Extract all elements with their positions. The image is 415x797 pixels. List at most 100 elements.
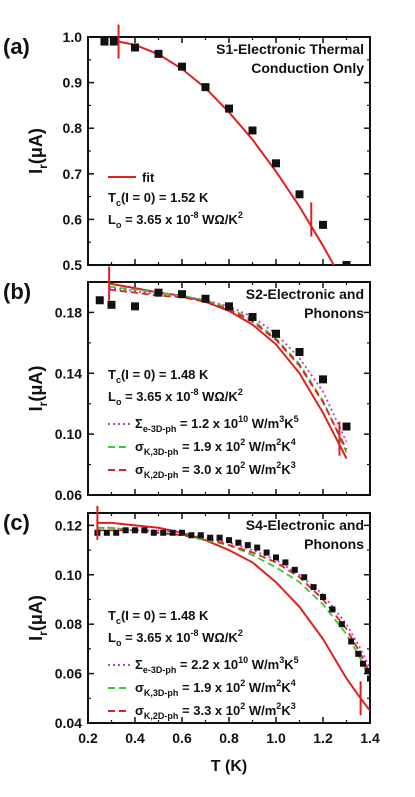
y-tick-label: 0.8 xyxy=(63,120,83,136)
anno-main: L xyxy=(108,212,116,227)
data-point xyxy=(95,296,104,305)
legend-sub: K,2D-ph xyxy=(144,711,179,721)
x-tick-label: 1.4 xyxy=(360,730,380,746)
y-tick-label: 0.12 xyxy=(55,517,82,533)
legend-sub: K,3D-ph xyxy=(144,447,179,457)
legend-sup3: 5 xyxy=(294,414,299,424)
legend-label: σK,2D-ph = 3.3 x 102 W/m2K3 xyxy=(135,701,296,721)
annotation-tc: Tc(I = 0) = 1.52 K xyxy=(108,190,209,208)
legend-sup3: 3 xyxy=(291,460,296,470)
data-point xyxy=(169,529,176,536)
data-point xyxy=(178,290,186,299)
data-point xyxy=(364,668,370,675)
panel-label: (c) xyxy=(3,510,30,535)
legend-sup3: 3 xyxy=(291,701,296,711)
data-point xyxy=(225,302,233,311)
legend-symbol: σ xyxy=(135,462,144,477)
y-tick-label: 0.9 xyxy=(63,75,83,91)
legend-tail: K xyxy=(281,439,291,454)
legend-symbol: σ xyxy=(135,703,144,718)
y-axis-label-unit: (μA) xyxy=(26,128,46,164)
y-tick-label: 0.5 xyxy=(63,257,83,273)
x-axis-label: T (K) xyxy=(211,758,247,775)
annotation-tc: Tc(I = 0) = 1.48 K xyxy=(108,367,209,385)
data-point xyxy=(109,37,118,46)
data-point xyxy=(273,554,279,561)
anno-sub: c xyxy=(116,375,121,385)
annotation-tc: Tc(I = 0) = 1.48 K xyxy=(108,608,209,626)
legend-sup2: 3 xyxy=(279,414,284,424)
y-tick-label: 0.08 xyxy=(55,616,82,632)
data-point xyxy=(100,37,109,46)
series-magenta-dot xyxy=(97,526,370,669)
legend-sub: e-3D-ph xyxy=(143,665,177,675)
data-point xyxy=(132,527,138,534)
data-point xyxy=(254,544,261,551)
data-points xyxy=(94,527,370,682)
anno-main: T xyxy=(108,608,116,623)
legend-unit: W/m xyxy=(245,703,276,718)
data-point xyxy=(103,529,110,536)
data-point xyxy=(225,104,233,113)
anno-sub: c xyxy=(116,198,121,208)
data-point xyxy=(295,190,304,199)
data-point xyxy=(272,159,280,168)
anno-tail: WΩ/K xyxy=(199,212,239,227)
annotation-lo: Lo = 3.65 x 10-8 WΩ/K2 xyxy=(108,628,243,648)
y-tick-label: 0.10 xyxy=(55,567,82,583)
x-tick-label: 0.8 xyxy=(219,730,239,746)
legend-sup: 10 xyxy=(238,655,248,665)
anno-rest: (I = 0) = 1.48 K xyxy=(121,608,209,623)
data-point xyxy=(201,83,210,92)
series-green-dash xyxy=(97,526,370,679)
y-tick-label: 0.04 xyxy=(55,715,82,731)
anno-tail: WΩ/K xyxy=(199,389,239,404)
legend-value: = 3.0 x 10 xyxy=(178,462,240,477)
anno-sup2: 2 xyxy=(238,210,243,220)
legend-sup2: 2 xyxy=(276,437,281,447)
data-point xyxy=(272,329,280,338)
legend-sup: 2 xyxy=(240,701,245,711)
legend-symbol: Σ xyxy=(135,416,143,431)
legend-label: σK,2D-ph = 3.0 x 102 W/m2K3 xyxy=(135,460,296,480)
legend-label: Σe-3D-ph = 1.2 x 1010 W/m3K5 xyxy=(135,414,299,434)
data-points xyxy=(95,288,351,431)
data-point xyxy=(113,529,120,536)
annotation-lo: Lo = 3.65 x 10-8 WΩ/K2 xyxy=(108,387,243,407)
legend-symbol: σ xyxy=(135,439,144,454)
panel-2: 0.06 0.10 0.14 0.18 Ir(μA) (b) S2-Electronic a… xyxy=(3,266,371,503)
data-point xyxy=(367,675,370,682)
data-point xyxy=(131,43,139,52)
data-points xyxy=(100,37,351,265)
annotation-lo: Lo = 3.65 x 10-8 WΩ/K2 xyxy=(108,210,243,230)
legend-sub: K,3D-ph xyxy=(144,688,179,698)
legend-sup: 2 xyxy=(240,437,245,447)
data-point xyxy=(291,566,298,573)
data-point xyxy=(201,294,210,303)
legend-label: σK,3D-ph = 1.9 x 102 W/m2K4 xyxy=(135,437,296,457)
data-point xyxy=(216,534,223,541)
anno-rest: = 3.65 x 10 xyxy=(121,212,190,227)
anno-tail: WΩ/K xyxy=(199,630,239,645)
panel-title-line: Conduction Only xyxy=(251,60,364,76)
curves xyxy=(97,521,370,712)
data-point xyxy=(342,422,351,431)
legend-sup3: 4 xyxy=(291,678,296,688)
data-point xyxy=(131,302,139,311)
legend-label: σK,3D-ph = 1.9 x 102 W/m2K4 xyxy=(135,678,296,698)
legend-sup2: 2 xyxy=(276,460,281,470)
x-tick-label: 0.2 xyxy=(78,730,98,746)
y-tick-label: 1.0 xyxy=(63,29,83,45)
anno-sup: -8 xyxy=(190,387,198,397)
legend-value: = 1.9 x 10 xyxy=(178,680,240,695)
legend-sup2: 2 xyxy=(276,701,281,711)
data-point xyxy=(244,542,251,549)
data-point xyxy=(188,532,195,539)
anno-sup2: 2 xyxy=(238,387,243,397)
anno-main: T xyxy=(108,367,116,382)
anno-sub: o xyxy=(116,638,122,648)
anno-main: L xyxy=(108,630,116,645)
y-tick-label: 0.10 xyxy=(55,426,82,442)
y-axis-label: Ir(μA) xyxy=(26,366,50,412)
legend-sub: K,2D-ph xyxy=(144,470,179,480)
